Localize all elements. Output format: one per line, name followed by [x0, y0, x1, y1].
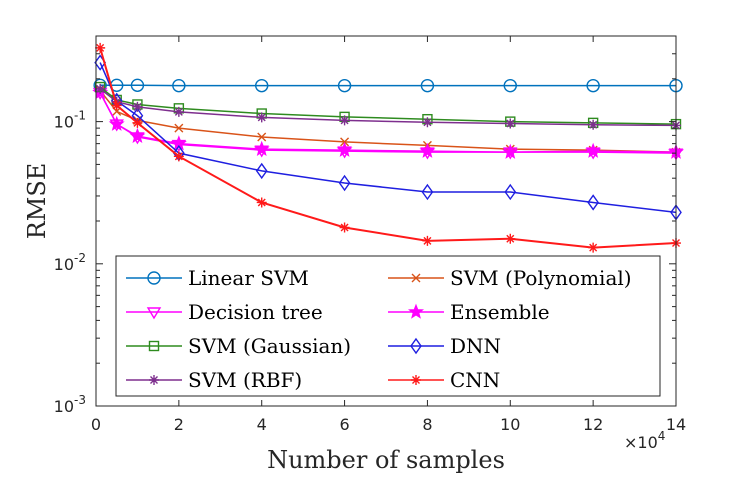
marker-diamond: [338, 174, 351, 192]
marker-star: [108, 115, 125, 131]
marker-star: [253, 140, 270, 156]
legend-item: DNN: [388, 334, 501, 358]
marker-x: [174, 123, 184, 133]
series-line: [99, 90, 677, 153]
marker-asterisk: [173, 151, 184, 162]
marker-asterisk: [132, 117, 143, 128]
y-tick-base: 10: [54, 255, 74, 274]
legend-label: SVM (Polynomial): [450, 266, 632, 290]
legend-label: Ensemble: [450, 300, 550, 324]
marker-asterisk: [422, 235, 433, 246]
y-tick-exponent: -3: [74, 393, 86, 407]
marker-circle: [586, 78, 600, 93]
marker-diamond: [504, 183, 517, 201]
marker-triangle: [146, 307, 162, 320]
legend-label: CNN: [450, 368, 500, 392]
marker-circle: [130, 78, 145, 93]
marker-asterisk: [505, 233, 516, 244]
marker-asterisk: [411, 375, 421, 385]
marker-asterisk: [339, 222, 350, 233]
legend-label: SVM (RBF): [188, 368, 302, 392]
x-axis-label: Number of samples: [267, 446, 505, 474]
legend-box: [115, 255, 661, 397]
marker-star: [419, 142, 436, 158]
marker-star: [502, 143, 519, 159]
marker-circle: [147, 271, 161, 285]
series-line: [99, 47, 677, 249]
marker-asterisk: [339, 115, 350, 126]
series-line: [99, 92, 677, 153]
y-tick-exponent: -2: [74, 251, 86, 265]
marker-asterisk: [173, 106, 184, 117]
marker-star: [336, 141, 353, 157]
marker-asterisk: [422, 117, 433, 128]
marker-asterisk: [95, 42, 106, 53]
marker-asterisk: [588, 119, 599, 130]
axes-box: [95, 35, 677, 407]
series-line: [99, 62, 677, 214]
series-line: [99, 88, 677, 127]
marker-x: [411, 273, 421, 283]
legend-label: Linear SVM: [188, 266, 309, 290]
x-tick-label: 10: [500, 415, 520, 434]
y-tick-exponent: -1: [74, 109, 86, 123]
legend-item: Decision tree: [126, 300, 323, 324]
legend-item: SVM (Gaussian): [126, 334, 351, 358]
x-tick-label: 12: [583, 415, 603, 434]
marker-asterisk: [588, 242, 599, 253]
legend-item: Ensemble: [388, 300, 550, 324]
y-tick-label: 10-3: [54, 393, 86, 416]
marker-square: [148, 340, 160, 352]
marker-circle: [255, 78, 269, 93]
marker-asterisk: [132, 101, 143, 112]
legend-label: SVM (Gaussian): [188, 334, 351, 358]
series-cnn: [95, 42, 681, 253]
marker-x: [257, 132, 267, 142]
y-tick-label: 10-1: [54, 109, 86, 132]
marker-star: [408, 303, 424, 319]
marker-circle: [172, 78, 186, 93]
legend-item: Linear SVM: [126, 266, 309, 290]
marker-circle: [420, 78, 435, 93]
legend: Linear SVM SVM (Polynomial) Decision tree E…: [115, 255, 661, 397]
legend-item: SVM (Polynomial): [388, 266, 632, 290]
marker-asterisk: [149, 375, 159, 385]
legend-label: Decision tree: [188, 300, 323, 324]
marker-diamond: [587, 194, 600, 211]
marker-diamond: [421, 183, 434, 201]
series-layer: [92, 42, 684, 253]
y-tick-label: 10-2: [54, 251, 86, 274]
marker-diamond: [255, 162, 268, 180]
x-tick-label: 0: [91, 415, 101, 434]
marker-diamond: [410, 337, 422, 355]
marker-star: [585, 142, 602, 158]
y-tick-base: 10: [54, 113, 74, 132]
y-tick-base: 10: [54, 397, 74, 416]
marker-asterisk: [95, 83, 106, 94]
x-tick-label: 4: [257, 415, 267, 434]
x-tick-label: 8: [422, 415, 432, 434]
marker-circle: [503, 78, 517, 93]
y-axis-label: RMSE: [23, 163, 51, 240]
legend-item: SVM (RBF): [126, 368, 302, 392]
x-tick-label: 2: [174, 415, 184, 434]
marker-circle: [337, 78, 352, 93]
series-line: [99, 86, 677, 125]
x-exponent-label: ×104: [624, 429, 665, 452]
x-exponent-base: ×10: [624, 433, 658, 452]
marker-star: [129, 127, 146, 143]
series-dnn: [94, 54, 682, 221]
legend-label: DNN: [450, 334, 501, 358]
marker-asterisk: [505, 118, 516, 129]
marker-asterisk: [256, 197, 267, 208]
legend-item: CNN: [388, 368, 500, 392]
marker-asterisk: [256, 112, 267, 123]
x-tick-label: 6: [339, 415, 349, 434]
marker-asterisk: [111, 100, 122, 111]
x-tick-label: 14: [666, 415, 686, 434]
x-exponent-power: 4: [658, 429, 666, 443]
